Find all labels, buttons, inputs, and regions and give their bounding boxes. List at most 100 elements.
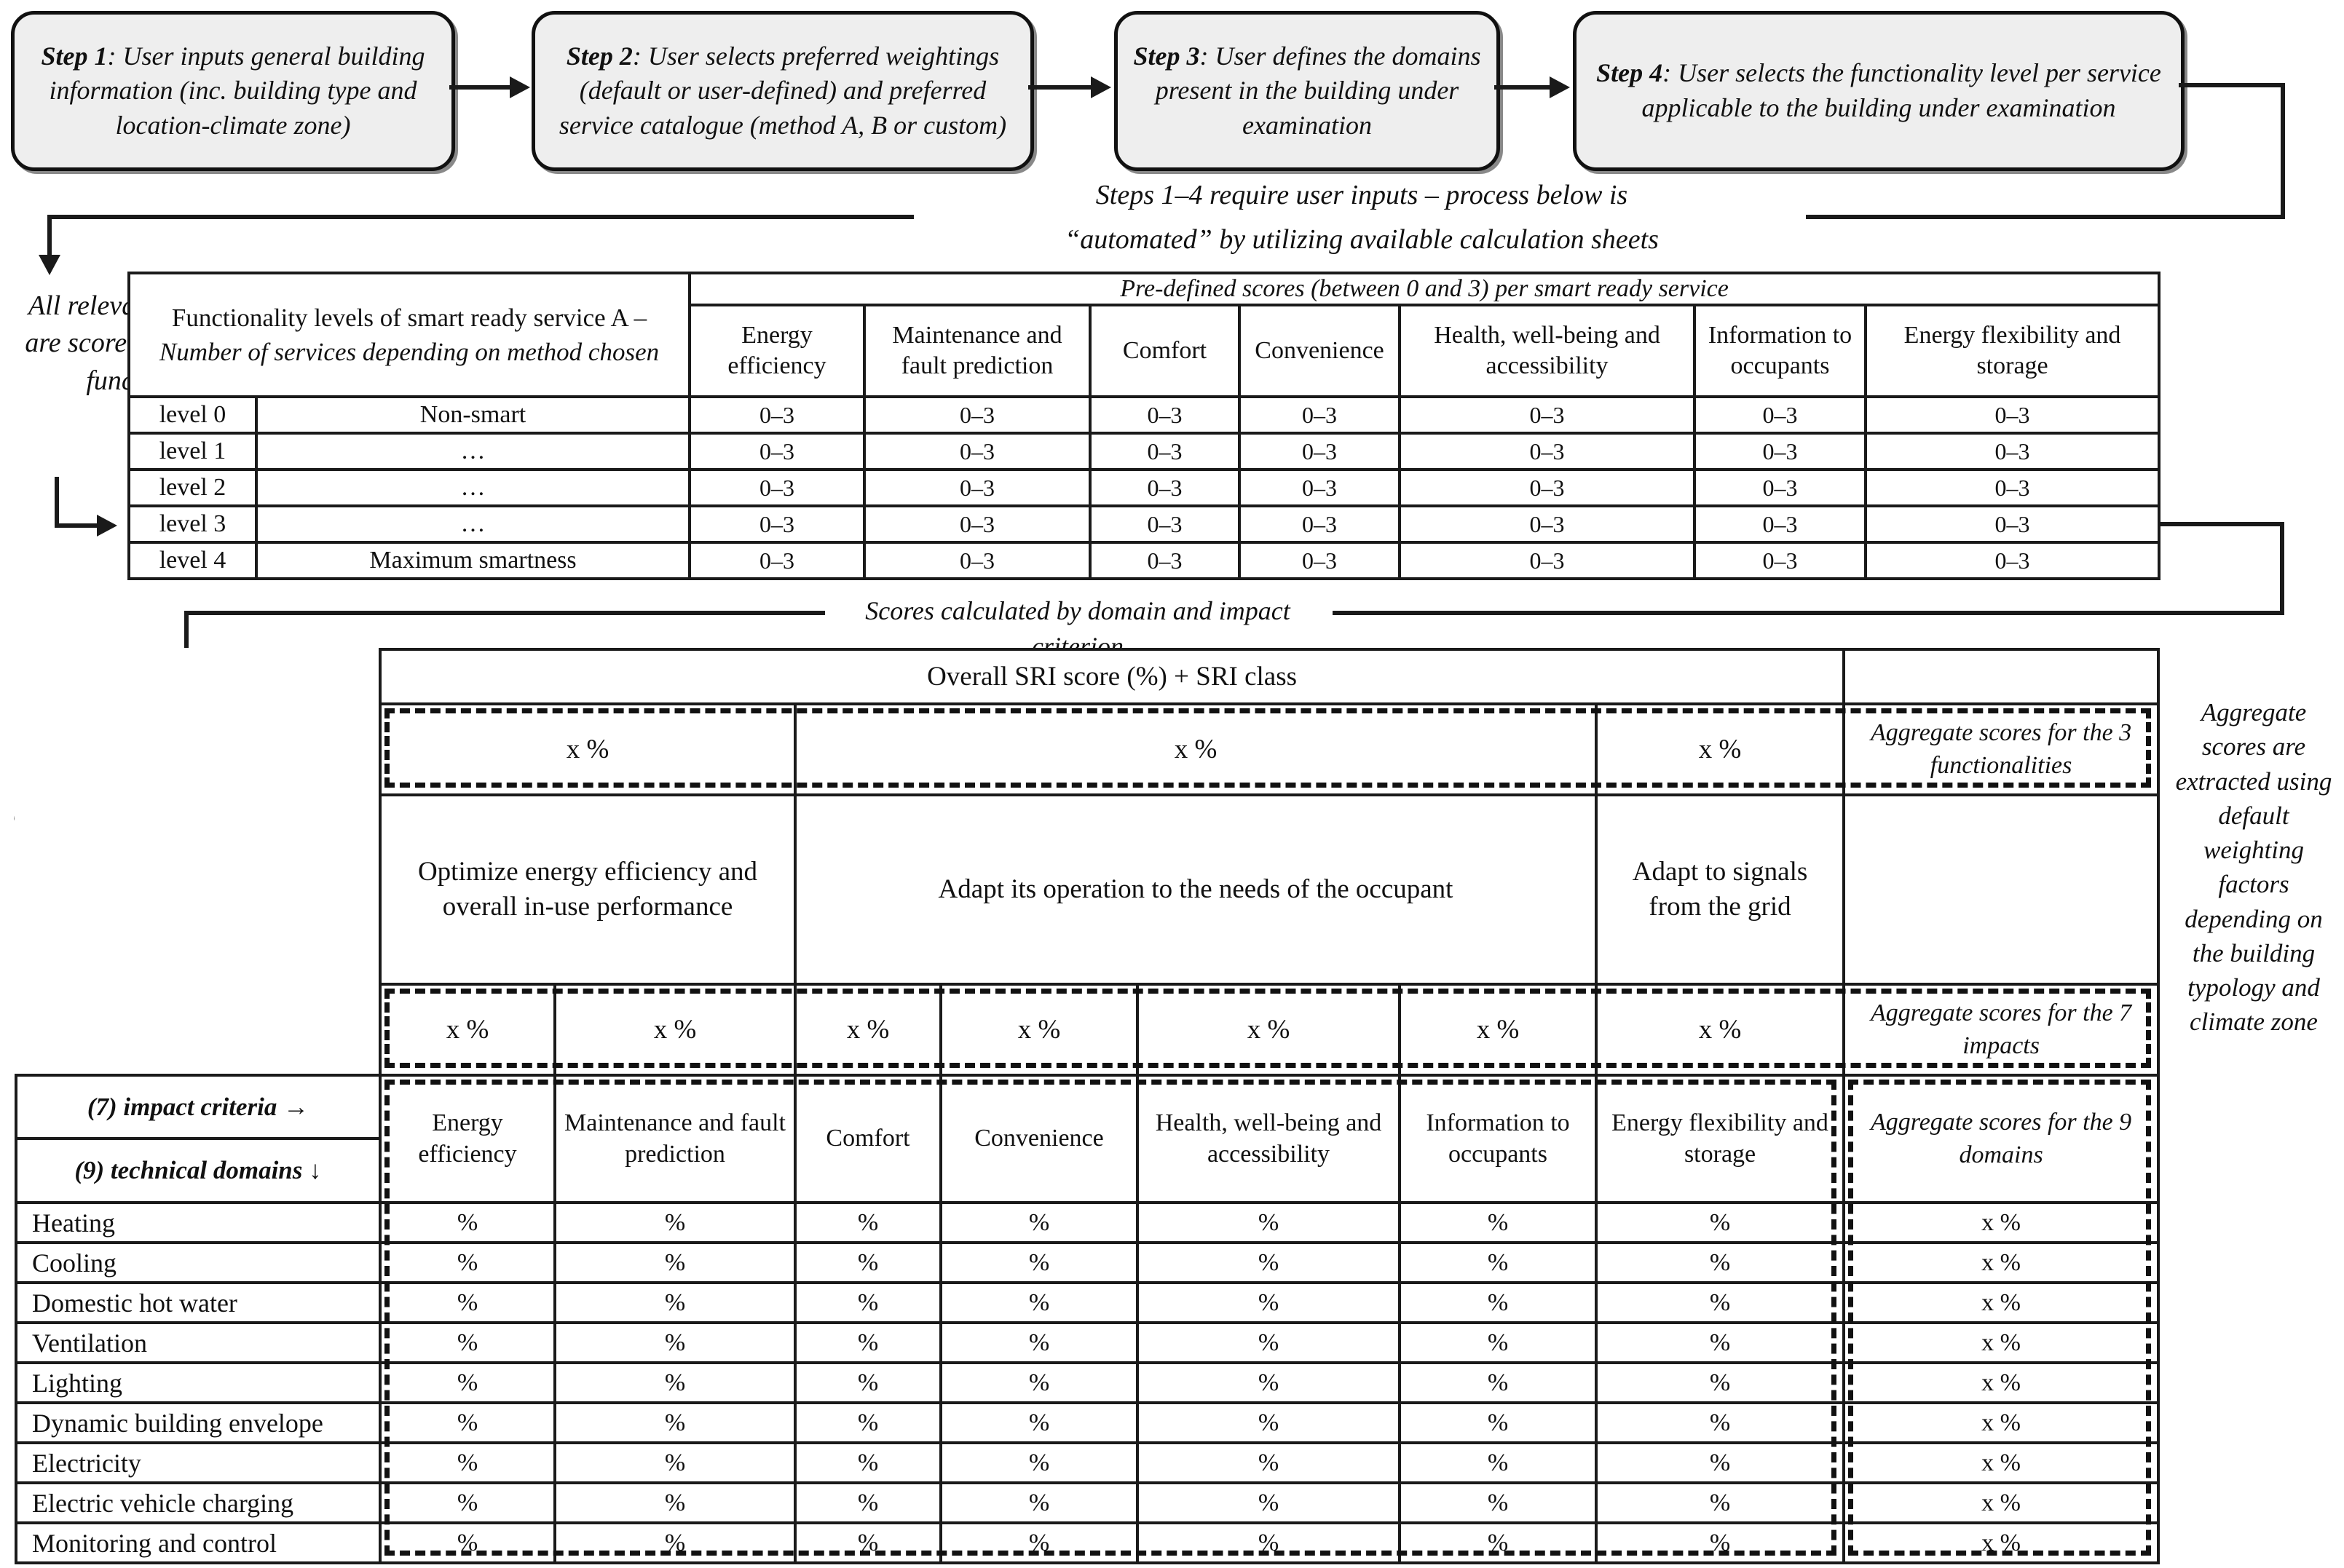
percent-cell: %	[794, 1401, 942, 1444]
predefined-scores-header: Pre-defined scores (between 0 and 3) per…	[688, 272, 2161, 306]
percent-cell: %	[553, 1361, 797, 1404]
connector-line	[1333, 611, 2280, 615]
percent-cell: %	[1398, 1281, 1598, 1324]
percent-cell: %	[939, 1321, 1139, 1364]
column-header: Health, well-being and accessibility	[1398, 304, 1697, 398]
level-description-cell: Non-smart	[254, 395, 692, 435]
table-row: Ventilation % % % % % % % x %	[15, 1321, 2160, 1364]
table-row: level 0 Non-smart 0–3 0–3 0–3 0–3 0–3 0–…	[127, 395, 2161, 435]
impact-score-cell: x %	[794, 983, 942, 1077]
domain-label-cell: Monitoring and control	[15, 1521, 382, 1564]
functionality-score-cell: x %	[794, 702, 1598, 796]
dashed-box-domain-aggregates	[1848, 1080, 2151, 1556]
percent-cell: %	[1594, 1281, 1846, 1324]
score-cell: 0–3	[1693, 468, 1868, 507]
column-header: Maintenance and fault prediction	[553, 1074, 797, 1204]
connector-line	[1806, 215, 2285, 219]
connector-line	[1028, 85, 1092, 90]
functionality-score-cell: x %	[1594, 702, 1846, 796]
percent-cell: %	[379, 1401, 556, 1444]
score-cell: 0–3	[863, 541, 1092, 580]
score-cell: 0–3	[688, 432, 867, 471]
impact-score-cell: x %	[553, 983, 797, 1077]
percent-cell: %	[1594, 1361, 1846, 1404]
percent-cell: %	[1594, 1201, 1846, 1244]
percent-cell: %	[794, 1441, 942, 1484]
impact-score-cell: x %	[939, 983, 1139, 1077]
steps-note: Steps 1–4 require user inputs – process …	[921, 173, 1802, 262]
column-header: Health, well-being and accessibility	[1136, 1074, 1401, 1204]
domain-aggregate-cell: x %	[1842, 1361, 2160, 1404]
score-cell: 0–3	[1693, 541, 1868, 580]
level-cell: level 4	[127, 541, 258, 580]
score-cell: 0–3	[1089, 468, 1242, 507]
empty-cell	[1842, 648, 2160, 705]
connector-line	[2179, 83, 2285, 87]
arrow-right-icon	[510, 76, 530, 98]
dashed-box-functionality-scores	[384, 708, 2151, 788]
score-cell: 0–3	[1238, 432, 1402, 471]
connector-line	[47, 215, 914, 219]
score-cell: 0–3	[1089, 432, 1242, 471]
step-4-text: Step 4: User selects the functionality l…	[1596, 58, 2161, 122]
table-row: level 1 … 0–3 0–3 0–3 0–3 0–3 0–3 0–3	[127, 432, 2161, 471]
percent-cell: %	[1398, 1361, 1598, 1404]
percent-cell: %	[1594, 1321, 1846, 1364]
functionality-header-cell: Functionality levels of smart ready serv…	[127, 272, 692, 398]
percent-cell: %	[1398, 1481, 1598, 1524]
percent-cell: %	[379, 1361, 556, 1404]
step-3-box: Step 3: User defines the domains present…	[1114, 11, 1500, 171]
domain-label-cell: Ventilation	[15, 1321, 382, 1364]
domain-label-cell: Dynamic building envelope	[15, 1401, 382, 1444]
column-header: Comfort	[794, 1074, 942, 1204]
connector-line	[449, 85, 512, 90]
connector-line	[184, 611, 189, 670]
percent-cell: %	[1594, 1481, 1846, 1524]
percent-cell: %	[1398, 1201, 1598, 1244]
column-header: Maintenance and fault prediction	[863, 304, 1092, 398]
percent-cell: %	[1136, 1201, 1401, 1244]
percent-cell: %	[553, 1241, 797, 1284]
percent-cell: %	[553, 1201, 797, 1244]
table-row: Monitoring and control % % % % % % % x %	[15, 1521, 2160, 1564]
score-cell: 0–3	[863, 432, 1092, 471]
score-cell: 0–3	[1398, 541, 1697, 580]
score-cell: 0–3	[1398, 395, 1697, 435]
domain-aggregate-cell: x %	[1842, 1441, 2160, 1484]
column-header: Energy efficiency	[688, 304, 867, 398]
table-row: Lighting % % % % % % % x %	[15, 1361, 2160, 1404]
domain-aggregate-cell: x %	[1842, 1481, 2160, 1524]
percent-cell: %	[1136, 1441, 1401, 1484]
column-header: Information to occupants	[1693, 304, 1868, 398]
level-cell: level 2	[127, 468, 258, 507]
percent-cell: %	[794, 1241, 942, 1284]
aggregate-domains-label: Aggregate scores for the 9 domains	[1842, 1074, 2160, 1204]
percent-cell: %	[553, 1481, 797, 1524]
table-row: Electric vehicle charging % % % % % % % …	[15, 1481, 2160, 1524]
step-1-label: Step 1	[41, 41, 108, 71]
percent-cell: %	[553, 1441, 797, 1484]
level-description-cell: …	[254, 468, 692, 507]
technical-domains-corner: (9) technical domains ↓	[15, 1137, 382, 1204]
percent-cell: %	[794, 1321, 942, 1364]
score-cell: 0–3	[1693, 395, 1868, 435]
arrow-down-icon	[39, 255, 60, 275]
connector-line	[184, 611, 825, 615]
score-cell: 0–3	[1398, 432, 1697, 471]
right-note-aggregation: Aggregate scores are extracted using def…	[2175, 698, 2332, 1037]
level-cell: level 0	[127, 395, 258, 435]
domain-label-cell: Heating	[15, 1201, 382, 1244]
percent-cell: %	[1136, 1521, 1401, 1564]
score-cell: 0–3	[1238, 504, 1402, 544]
level-description-cell: Maximum smartness	[254, 541, 692, 580]
level-cell: level 3	[127, 504, 258, 544]
score-cell: 0–3	[863, 504, 1092, 544]
step-3-label: Step 3	[1133, 41, 1200, 71]
step-4-label: Step 4	[1596, 58, 1663, 88]
domain-aggregate-cell: x %	[1842, 1321, 2160, 1364]
percent-cell: %	[379, 1241, 556, 1284]
domain-aggregate-cell: x %	[1842, 1401, 2160, 1444]
score-cell: 0–3	[1864, 395, 2161, 435]
percent-cell: %	[1594, 1521, 1846, 1564]
